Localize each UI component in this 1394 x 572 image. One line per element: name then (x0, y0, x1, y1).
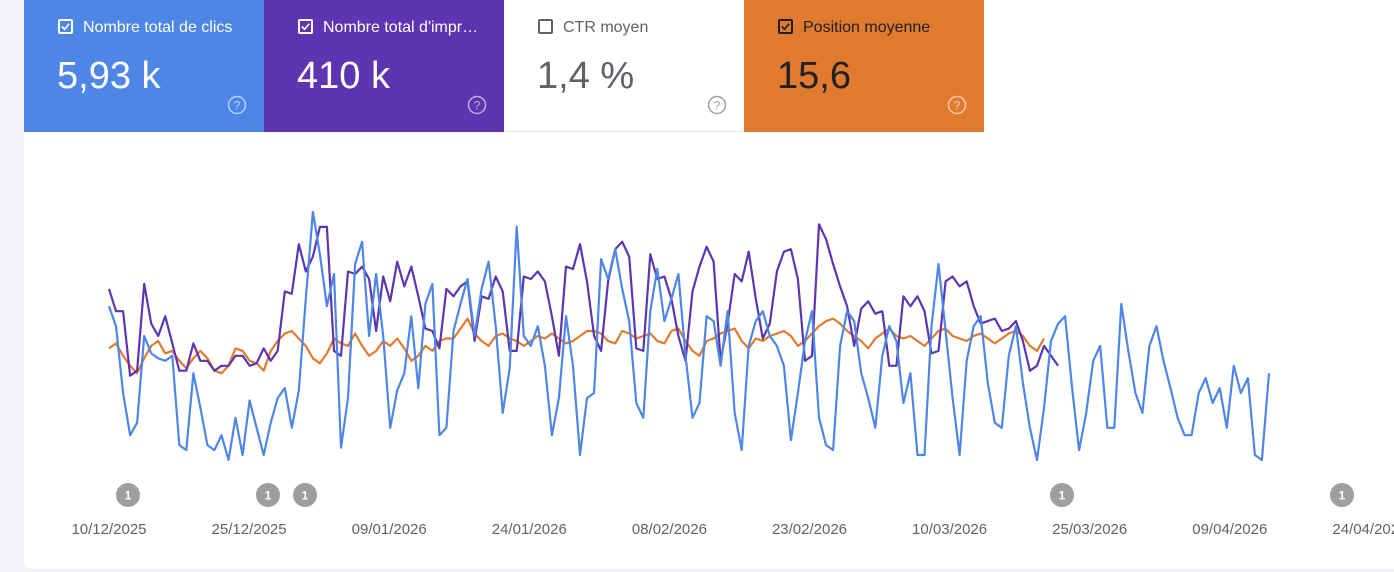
help-icon[interactable]: ? (467, 95, 487, 115)
annotation-marker[interactable]: 1 (1330, 483, 1354, 507)
annotation-marker[interactable]: 1 (1050, 483, 1074, 507)
x-tick-label: 24/04/2026 (1332, 521, 1394, 538)
metric-card-ctr[interactable]: CTR moyen 1,4 % ? (504, 0, 744, 132)
svg-text:1: 1 (1059, 489, 1066, 503)
svg-text:?: ? (714, 99, 721, 113)
svg-text:?: ? (954, 99, 961, 113)
annotation-marker[interactable]: 1 (116, 483, 140, 507)
x-tick-label: 10/12/2025 (71, 521, 146, 538)
annotation-marker[interactable]: 1 (293, 483, 317, 507)
x-tick-label: 09/04/2026 (1192, 521, 1267, 538)
svg-text:1: 1 (1339, 489, 1346, 503)
metric-card-clicks[interactable]: Nombre total de clics 5,93 k ? (24, 0, 264, 132)
help-icon[interactable]: ? (227, 95, 247, 115)
metric-card-position[interactable]: Position moyenne 15,6 ? (744, 0, 984, 132)
metric-value: 1,4 % (537, 55, 635, 97)
checkbox-checked-icon[interactable] (58, 19, 73, 34)
checkbox-checked-icon[interactable] (298, 19, 313, 34)
metric-cards: Nombre total de clics 5,93 k ? Nombre to… (24, 0, 984, 132)
series-line-0 (107, 210, 1271, 462)
svg-text:?: ? (474, 99, 481, 113)
x-tick-label: 25/03/2026 (1052, 521, 1127, 538)
help-icon[interactable]: ? (947, 95, 967, 115)
x-tick-label: 09/01/2026 (352, 521, 427, 538)
x-tick-label: 10/03/2026 (912, 521, 987, 538)
checkbox-checked-icon[interactable] (778, 19, 793, 34)
x-tick-label: 08/02/2026 (632, 521, 707, 538)
metric-card-impressions[interactable]: Nombre total d'impressions 410 k ? (264, 0, 504, 132)
svg-text:1: 1 (302, 489, 309, 503)
svg-text:1: 1 (125, 489, 132, 503)
metric-value: 410 k (297, 55, 390, 97)
x-tick-label: 24/01/2026 (492, 521, 567, 538)
help-icon[interactable]: ? (707, 95, 727, 115)
svg-text:1: 1 (265, 489, 272, 503)
series-line-1 (107, 223, 1059, 377)
checkbox-unchecked-icon[interactable] (538, 19, 553, 34)
annotation-marker[interactable]: 1 (256, 483, 280, 507)
x-tick-label: 25/12/2025 (212, 521, 287, 538)
svg-text:?: ? (234, 99, 241, 113)
metric-value: 5,93 k (57, 55, 161, 97)
x-tick-label: 23/02/2026 (772, 521, 847, 538)
metric-value: 15,6 (777, 55, 851, 97)
